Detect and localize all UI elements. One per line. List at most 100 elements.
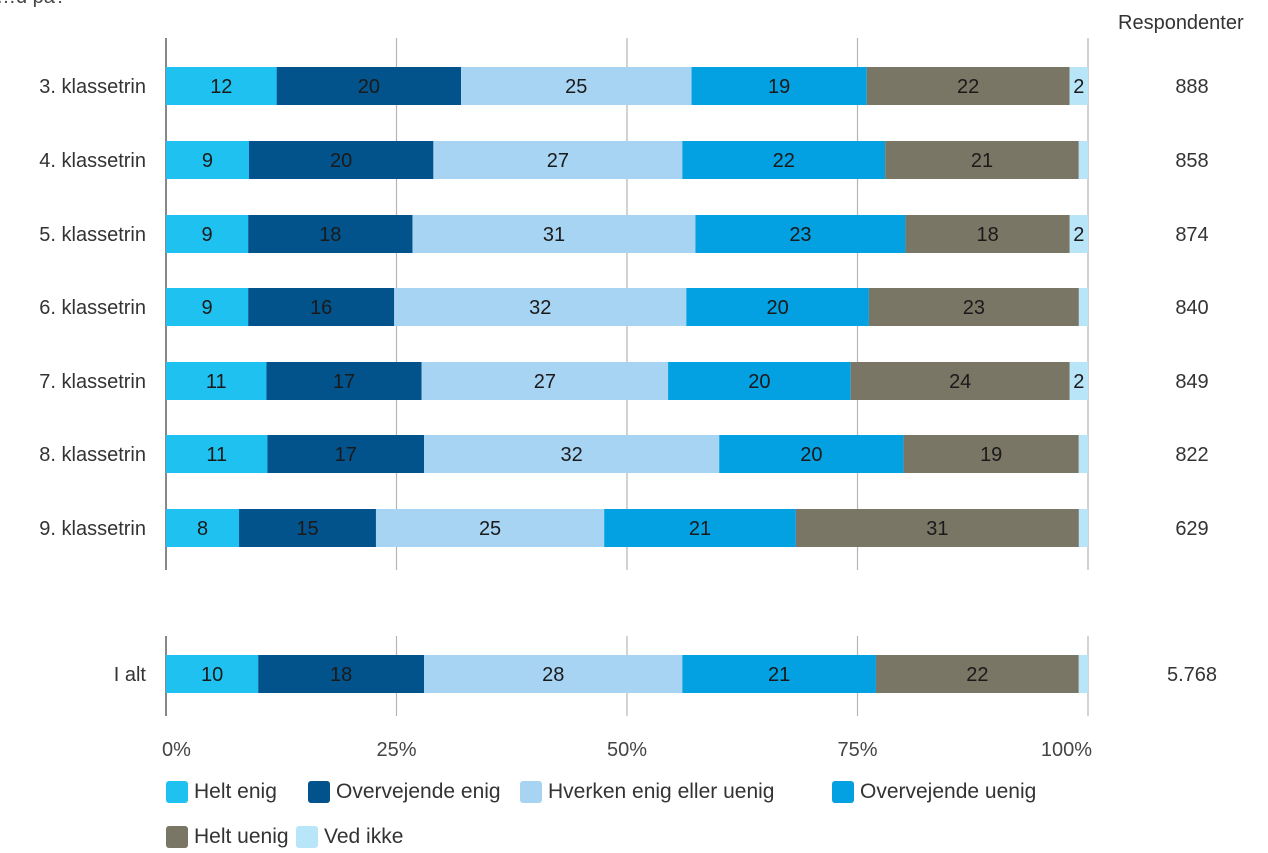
row-bar-overvejende-enig [266, 362, 422, 400]
row-bar-ved-ikke [1069, 215, 1088, 253]
data-label: 20 [766, 297, 788, 319]
respondents-value: 5.768 [1167, 664, 1217, 686]
category-label: 4. klassetrin [39, 150, 146, 172]
data-label: 32 [561, 444, 583, 466]
row-bar-ved-ikke [1069, 362, 1088, 400]
x-tick-label: 75% [837, 739, 877, 761]
data-label: 2 [1073, 76, 1084, 98]
data-label: 18 [976, 224, 998, 246]
data-label: 20 [358, 76, 380, 98]
row-bar-ved-ikke [1078, 288, 1088, 326]
data-label: 8 [197, 518, 208, 540]
row-bar-overvejende-enig [248, 288, 395, 326]
data-label: 27 [534, 371, 556, 393]
row-bar-helt-enig [166, 288, 249, 326]
data-label: 31 [926, 518, 948, 540]
legend-item: Helt enig [166, 780, 277, 804]
category-label: 8. klassetrin [39, 444, 146, 466]
legend-swatch [832, 781, 854, 803]
row-bar-hverken-enig-eller-uenig [375, 509, 605, 547]
row-bar-overvejende-uenig [719, 435, 904, 473]
row-bar-overvejende-uenig [686, 288, 869, 326]
total-bar-overvejende-enig [258, 655, 425, 693]
row-bar-overvejende-uenig [695, 215, 906, 253]
data-label: 20 [800, 444, 822, 466]
row-bar-overvejende-enig [239, 509, 376, 547]
row-bar-overvejende-uenig [668, 362, 851, 400]
data-label: 22 [966, 664, 988, 686]
legend-swatch [308, 781, 330, 803]
row-bar-helt-uenig [905, 215, 1070, 253]
x-tick-label: 25% [376, 739, 416, 761]
row-bar-ved-ikke [1069, 67, 1088, 105]
row-bar-hverken-enig-eller-uenig [433, 141, 683, 179]
row-bar-helt-uenig [903, 435, 1079, 473]
row-bar-ved-ikke [1078, 141, 1088, 179]
data-label: 23 [789, 224, 811, 246]
legend-item: Helt uenig [166, 825, 289, 849]
row-bar-overvejende-uenig [691, 67, 867, 105]
data-label: 21 [768, 664, 790, 686]
data-label: 19 [980, 444, 1002, 466]
respondents-header: Respondenter [1118, 12, 1244, 34]
row-bar-overvejende-uenig [604, 509, 796, 547]
chart-title: …d på? [0, 0, 66, 9]
data-label: 22 [773, 150, 795, 172]
data-label: 22 [957, 76, 979, 98]
legend-label: Overvejende enig [336, 780, 501, 803]
total-bar-hverken-enig-eller-uenig [424, 655, 683, 693]
legend-label: Overvejende uenig [860, 780, 1037, 803]
respondents-value: 840 [1175, 297, 1208, 319]
legend-item: Overvejende enig [308, 780, 501, 804]
row-bar-helt-enig [166, 67, 277, 105]
respondents-value: 858 [1175, 150, 1208, 172]
data-label: 10 [201, 664, 223, 686]
legend-swatch [166, 826, 188, 848]
row-bar-overvejende-enig [248, 141, 434, 179]
row-bar-helt-enig [166, 141, 249, 179]
row-bar-helt-enig [166, 362, 267, 400]
category-label: 3. klassetrin [39, 76, 146, 98]
data-label: 2 [1073, 371, 1084, 393]
respondents-value: 822 [1175, 444, 1208, 466]
legend-swatch [166, 781, 188, 803]
data-label: 28 [542, 664, 564, 686]
legend-item: Ved ikke [296, 825, 403, 849]
category-label: 9. klassetrin [39, 518, 146, 540]
data-label: 16 [310, 297, 332, 319]
total-bar-ved-ikke [1078, 655, 1088, 693]
data-label: 19 [768, 76, 790, 98]
legend-label: Helt uenig [194, 825, 289, 848]
x-tick-label: 100% [1041, 739, 1092, 761]
data-label: 9 [202, 224, 213, 246]
category-label: 7. klassetrin [39, 371, 146, 393]
row-bar-overvejende-uenig [682, 141, 886, 179]
row-bar-helt-uenig [868, 288, 1079, 326]
row-bar-hverken-enig-eller-uenig [424, 435, 720, 473]
data-label: 17 [335, 444, 357, 466]
data-label: 20 [748, 371, 770, 393]
legend-swatch [520, 781, 542, 803]
data-label: 11 [206, 444, 227, 466]
legend-label: Hverken enig eller uenig [548, 780, 775, 803]
row-bar-ved-ikke [1078, 435, 1088, 473]
data-label: 23 [963, 297, 985, 319]
data-label: 17 [333, 371, 355, 393]
category-label: I alt [114, 664, 147, 686]
data-label: 2 [1073, 224, 1084, 246]
data-label: 27 [547, 150, 569, 172]
data-label: 20 [330, 150, 352, 172]
row-bar-overvejende-enig [276, 67, 462, 105]
row-bar-hverken-enig-eller-uenig [394, 288, 687, 326]
data-label: 9 [202, 297, 213, 319]
respondents-value: 849 [1175, 371, 1208, 393]
legend-swatch [296, 826, 318, 848]
row-bar-helt-enig [166, 435, 268, 473]
total-bar-helt-enig [166, 655, 259, 693]
data-label: 25 [479, 518, 501, 540]
data-label: 18 [319, 224, 341, 246]
category-label: 6. klassetrin [39, 297, 146, 319]
row-bar-helt-uenig [850, 362, 1070, 400]
